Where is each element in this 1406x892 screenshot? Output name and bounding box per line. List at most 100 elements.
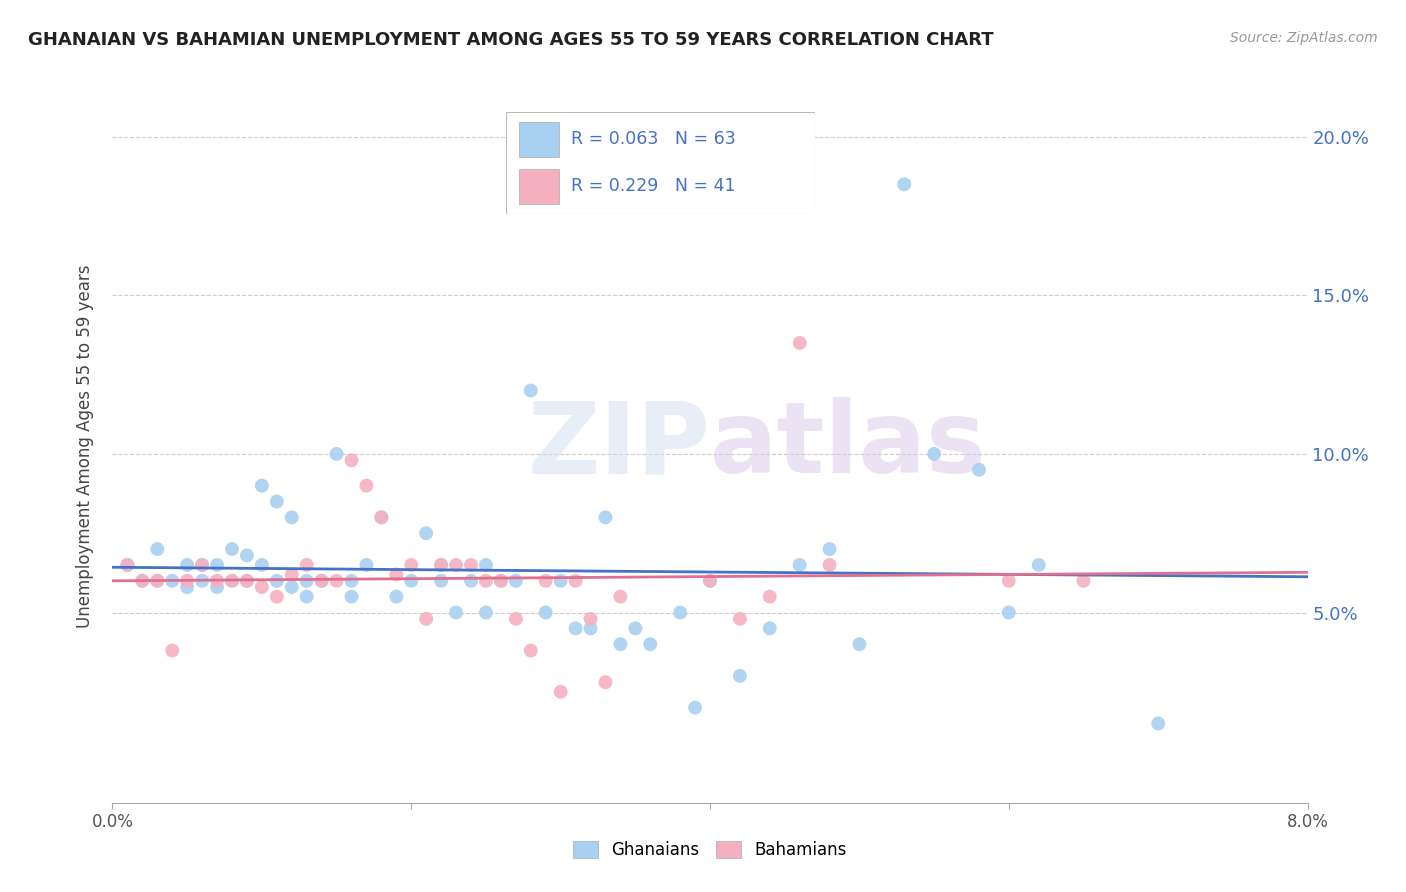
- Point: [250, 558, 273, 572]
- Point: [117, 558, 139, 572]
- Point: [295, 558, 318, 572]
- Point: [191, 558, 214, 572]
- Point: [266, 590, 288, 604]
- Point: [176, 574, 198, 588]
- Point: [176, 558, 198, 572]
- Point: [1147, 716, 1170, 731]
- Point: [340, 574, 363, 588]
- Text: atlas: atlas: [710, 398, 987, 494]
- Point: [818, 558, 841, 572]
- Point: [117, 558, 139, 572]
- Point: [162, 574, 183, 588]
- Point: [415, 612, 437, 626]
- Point: [669, 606, 692, 620]
- Point: [728, 669, 751, 683]
- Point: [221, 542, 243, 557]
- Point: [281, 580, 304, 594]
- Text: GHANAIAN VS BAHAMIAN UNEMPLOYMENT AMONG AGES 55 TO 59 YEARS CORRELATION CHART: GHANAIAN VS BAHAMIAN UNEMPLOYMENT AMONG …: [28, 31, 994, 49]
- Point: [638, 637, 661, 651]
- Point: [893, 178, 915, 192]
- Point: [311, 574, 333, 588]
- Point: [444, 558, 467, 572]
- Point: [699, 574, 721, 588]
- Point: [146, 574, 169, 588]
- Point: [266, 494, 288, 508]
- Bar: [519, 169, 558, 204]
- Point: [595, 675, 617, 690]
- Point: [236, 549, 259, 563]
- Point: [789, 558, 811, 572]
- Point: [295, 590, 318, 604]
- Point: [728, 612, 751, 626]
- Text: ZIP: ZIP: [527, 398, 710, 494]
- Text: R = 0.229   N = 41: R = 0.229 N = 41: [571, 178, 735, 195]
- Point: [236, 574, 259, 588]
- Point: [370, 510, 392, 524]
- Point: [520, 384, 543, 398]
- Y-axis label: Unemployment Among Ages 55 to 59 years: Unemployment Among Ages 55 to 59 years: [76, 264, 94, 628]
- Point: [595, 510, 617, 524]
- Point: [505, 574, 527, 588]
- Point: [162, 643, 183, 657]
- Point: [385, 567, 408, 582]
- Point: [281, 567, 304, 582]
- Point: [295, 574, 318, 588]
- Point: [221, 574, 243, 588]
- Point: [325, 447, 347, 461]
- Point: [997, 606, 1019, 620]
- Point: [534, 606, 557, 620]
- Point: [250, 478, 273, 492]
- Point: [370, 510, 392, 524]
- Point: [550, 685, 572, 699]
- Point: [460, 558, 482, 572]
- Point: [356, 478, 378, 492]
- Point: [997, 574, 1019, 588]
- Point: [356, 558, 378, 572]
- Legend: Ghanaians, Bahamians: Ghanaians, Bahamians: [567, 834, 853, 866]
- Point: [967, 463, 990, 477]
- Point: [789, 335, 811, 350]
- Point: [505, 612, 527, 626]
- Point: [564, 574, 586, 588]
- Point: [325, 574, 347, 588]
- Point: [579, 612, 602, 626]
- Point: [205, 580, 228, 594]
- Point: [340, 453, 363, 467]
- Point: [444, 606, 467, 620]
- Point: [520, 643, 543, 657]
- Point: [191, 558, 214, 572]
- Point: [624, 621, 647, 635]
- Point: [146, 574, 169, 588]
- Point: [758, 590, 780, 604]
- Point: [430, 558, 453, 572]
- Point: [609, 590, 631, 604]
- Point: [609, 637, 631, 651]
- Point: [683, 700, 706, 714]
- Point: [311, 574, 333, 588]
- Point: [489, 574, 512, 588]
- Point: [818, 542, 841, 557]
- Point: [1073, 574, 1095, 588]
- Point: [340, 590, 363, 604]
- Point: [550, 574, 572, 588]
- Point: [281, 510, 304, 524]
- Point: [475, 606, 498, 620]
- Point: [848, 637, 870, 651]
- Point: [699, 574, 721, 588]
- Point: [205, 558, 228, 572]
- Point: [475, 558, 498, 572]
- Point: [579, 621, 602, 635]
- Point: [236, 574, 259, 588]
- Point: [131, 574, 153, 588]
- Point: [401, 574, 423, 588]
- Point: [564, 621, 586, 635]
- Point: [221, 574, 243, 588]
- Text: Source: ZipAtlas.com: Source: ZipAtlas.com: [1230, 31, 1378, 45]
- Point: [430, 558, 453, 572]
- Point: [415, 526, 437, 541]
- Point: [131, 574, 153, 588]
- Point: [534, 574, 557, 588]
- Point: [401, 558, 423, 572]
- Point: [1028, 558, 1050, 572]
- Point: [266, 574, 288, 588]
